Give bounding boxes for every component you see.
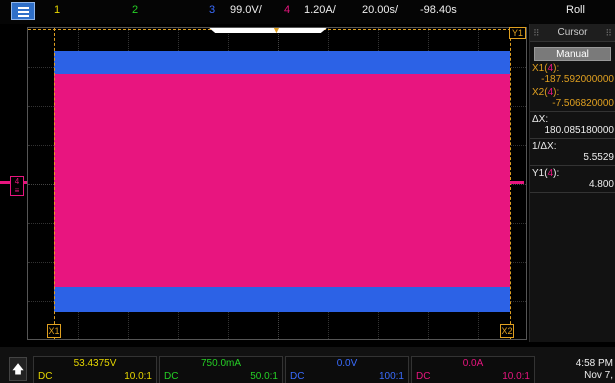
trigger-marker-icon: ▼ xyxy=(272,27,281,35)
channel-4-right-marker xyxy=(507,181,524,184)
divider xyxy=(530,192,615,193)
y1-label: Y1(4): xyxy=(532,168,560,179)
waveform-display[interactable]: ▼ xyxy=(27,27,527,340)
channel-4-marker-number: 4 xyxy=(14,177,20,186)
channel-4-indicator[interactable]: 4 xyxy=(284,4,291,16)
cursor-panel-title: Cursor xyxy=(557,27,588,38)
timebase-value[interactable]: 20.00s/ xyxy=(362,4,399,16)
channel-2-box[interactable]: 750.0mA DC 50.0:1 xyxy=(159,356,283,383)
drag-handle-icon[interactable]: ⠿ xyxy=(605,28,612,38)
divider xyxy=(530,138,615,139)
divider xyxy=(530,111,615,112)
channel-2-indicator[interactable]: 2 xyxy=(132,4,139,16)
delta-x-label: ΔX: xyxy=(532,114,549,125)
drag-handle-icon[interactable]: ⠿ xyxy=(533,28,540,38)
inverse-delta-x-label: 1/ΔX: xyxy=(532,141,557,152)
cursor-panel: ⠿ Cursor ⠿ Manual X1(4): -187.592000000 … xyxy=(529,24,615,342)
channel-4-value: 0.0A xyxy=(462,358,484,369)
channel-2-coupling: DC xyxy=(164,371,179,382)
channel-2-probe: 50.0:1 xyxy=(250,371,278,382)
cursor-mode-button[interactable]: Manual xyxy=(534,47,611,61)
trigger-position-indicator xyxy=(208,28,328,33)
channel-1-indicator[interactable]: 1 xyxy=(54,4,61,16)
clock-date: Nov 7, 2020 xyxy=(584,370,613,383)
channel-bar: 🡅 53.4375V DC 10.0:1 750.0mA DC 50.0:1 0… xyxy=(0,347,615,383)
channel-3-value: 0.0V xyxy=(336,358,358,369)
clock: 4:58 PM Nov 7, 2020 xyxy=(563,358,613,383)
channel-4-coupling: DC xyxy=(416,371,431,382)
delta-x-value: 180.085180000 xyxy=(544,125,614,136)
x2-label: X2(4): xyxy=(532,87,560,98)
channel-1-coupling: DC xyxy=(38,371,53,382)
acquisition-mode[interactable]: Roll xyxy=(566,4,585,16)
channel-1-probe: 10.0:1 xyxy=(124,371,152,382)
menu-icon[interactable] xyxy=(11,2,35,20)
x1-label: X1(4): xyxy=(532,63,560,74)
top-status-bar: 1 2 3 99.0V/ 4 1.20A/ 20.00s/ -98.40s Ro… xyxy=(0,0,615,24)
x2-value[interactable]: -7.506820000 xyxy=(552,98,614,109)
delay-value[interactable]: -98.40s xyxy=(420,4,457,16)
channel-3-coupling: DC xyxy=(290,371,305,382)
channel-4-box[interactable]: 0.0A DC 10.0:1 xyxy=(411,356,535,383)
channel-4-scale: 1.20A/ xyxy=(304,4,336,16)
x1-cursor-label[interactable]: X1 xyxy=(47,324,61,338)
channel-4-probe: 10.0:1 xyxy=(502,371,530,382)
inverse-delta-x-value: 5.5529 xyxy=(583,152,614,163)
channel-4-ground-marker[interactable]: 4 ≡ xyxy=(10,176,24,196)
channel-3-box[interactable]: 0.0V DC 100:1 xyxy=(285,356,409,383)
x1-value[interactable]: -187.592000000 xyxy=(541,74,614,85)
x2-cursor-label[interactable]: X2 xyxy=(500,324,514,338)
y1-value[interactable]: 4.800 xyxy=(588,179,614,190)
divider xyxy=(530,165,615,166)
channel-3-indicator[interactable]: 3 xyxy=(209,4,216,16)
cursor-panel-header[interactable]: ⠿ Cursor ⠿ xyxy=(530,24,615,42)
channel-3-scale: 99.0V/ xyxy=(230,4,262,16)
x1-cursor-line[interactable] xyxy=(54,28,55,339)
expand-up-icon[interactable]: 🡅 xyxy=(9,357,27,381)
channel-1-box[interactable]: 53.4375V DC 10.0:1 xyxy=(33,356,157,383)
channel-3-probe: 100:1 xyxy=(378,371,404,382)
channel-2-value: 750.0mA xyxy=(200,358,242,369)
clock-time: 4:58 PM xyxy=(575,358,613,369)
channel-4-waveform xyxy=(54,74,510,287)
y1-cursor-label[interactable]: Y1 xyxy=(509,27,527,39)
channel-1-value: 53.4375V xyxy=(73,358,117,369)
